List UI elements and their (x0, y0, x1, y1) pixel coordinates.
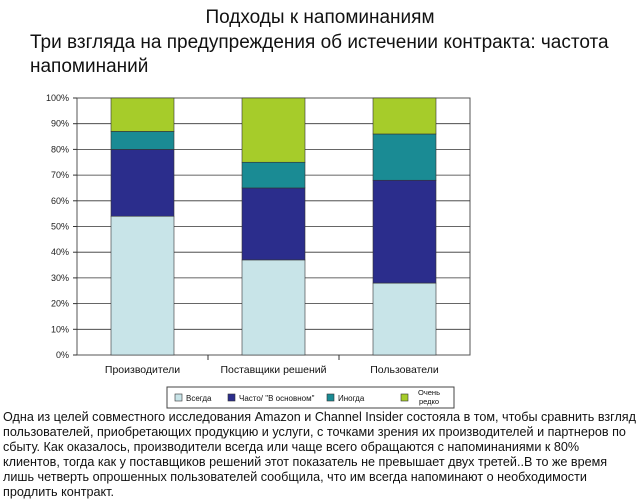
legend-label: Очень (418, 388, 440, 397)
bar-segment (110, 97, 175, 132)
y-tick-label: 20% (51, 299, 69, 309)
caption-text: Одна из целей совместного исследования A… (3, 410, 636, 499)
y-tick-label: 80% (51, 144, 69, 154)
y-tick-label: 30% (51, 273, 69, 283)
bar-segment (110, 131, 175, 150)
bar-segment (241, 97, 306, 163)
y-tick-label: 40% (51, 247, 69, 257)
y-tick-label: 60% (51, 196, 69, 206)
x-category-label: Производители (105, 364, 180, 376)
y-tick-label: 0% (56, 350, 69, 360)
bar-segment (241, 161, 306, 189)
legend-swatch (227, 393, 236, 402)
stacked-bar-chart: 0% 10% 20% 30% 40% 50% 60% 70% 80% 90% 100% Произво… (46, 93, 471, 409)
bar-segment (241, 187, 306, 261)
y-tick-label: 90% (51, 119, 69, 129)
legend-label: Часто/ "В основном" (239, 394, 315, 403)
chart-subtitle: Три взгляда на предупреждения об истечен… (30, 32, 609, 77)
legend-label: Всегда (186, 394, 212, 403)
bar-segment (372, 133, 437, 181)
y-tick-label: 100% (46, 93, 69, 103)
chart-title: Подходы к напоминаниям (205, 7, 435, 28)
x-category-label: Поставщики решений (220, 364, 326, 376)
bar-segment (110, 149, 175, 217)
legend-swatch (400, 393, 409, 402)
legend-swatch (326, 393, 335, 402)
bar-segment (110, 215, 175, 356)
bar-segment (372, 179, 437, 284)
legend-label: редко (419, 397, 439, 406)
y-tick-label: 50% (51, 222, 69, 232)
bar-segment (241, 259, 306, 356)
bar-segment (372, 282, 437, 356)
legend-box (166, 386, 455, 409)
x-category-label: Пользователи (370, 364, 439, 376)
bar-segment (372, 97, 437, 135)
legend-swatch (174, 393, 183, 402)
legend-label: Иногда (338, 394, 365, 403)
y-tick-label: 10% (51, 324, 69, 334)
y-tick-label: 70% (51, 170, 69, 180)
